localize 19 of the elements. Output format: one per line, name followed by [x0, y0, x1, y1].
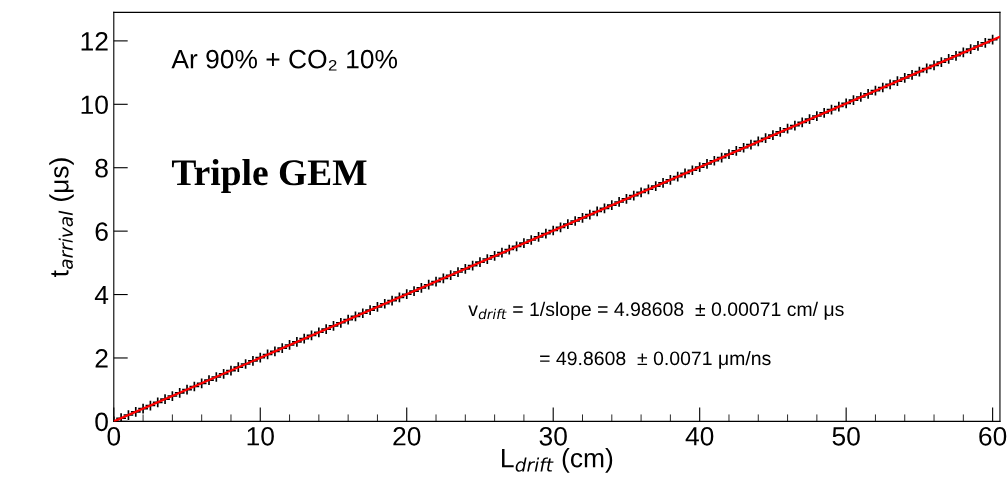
annotation: Ar 90% + CO₂ 10%: [171, 49, 398, 71]
x-tick-label: 20: [393, 426, 421, 446]
annotation: = 49.8608 ± 0.0071 μm/ns: [540, 350, 771, 369]
y-tick-label: 4: [94, 285, 109, 305]
y-tick-label: 12: [81, 32, 108, 51]
y-tick-label: 0: [95, 412, 108, 432]
annotation: Triple GEM: [171, 158, 367, 193]
y-tick-label: 8: [95, 158, 108, 178]
x-tick-label: 10: [247, 426, 274, 446]
x-axis-title: L$_{drift}$ (cm): [502, 448, 613, 473]
x-tick-label: 30: [539, 426, 567, 446]
y-axis-title: t$_{arrival}$ (μs): [49, 158, 74, 277]
x-tick-label: 60: [979, 426, 1007, 446]
y-tick-label: 10: [81, 95, 108, 115]
annotation: v$_{drift}$ = 1/slope = 4.98608 ± 0.00071 cm/ μs: [468, 301, 844, 320]
x-tick-label: 40: [685, 426, 714, 446]
x-tick-label: 50: [832, 426, 860, 446]
y-tick-label: 6: [95, 222, 108, 241]
y-tick-label: 2: [95, 349, 108, 368]
